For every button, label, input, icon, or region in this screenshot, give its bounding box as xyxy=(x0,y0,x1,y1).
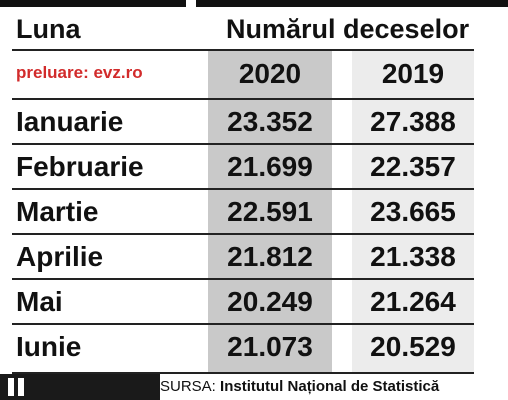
footer-strip-mark xyxy=(8,378,14,396)
column-2019-background xyxy=(352,50,474,372)
value-2019-februarie: 22.357 xyxy=(370,151,456,182)
month-label-ianuarie: Ianuarie xyxy=(16,106,124,137)
divider-line xyxy=(12,49,474,51)
column-2020-background xyxy=(208,50,332,372)
divider-line xyxy=(12,143,474,145)
month-label-februarie: Februarie xyxy=(16,151,144,182)
top-bar xyxy=(0,0,508,7)
source-organization: Institutul Național de Statistică xyxy=(220,378,440,395)
divider-line xyxy=(12,98,474,100)
divider-line xyxy=(12,372,474,374)
month-label-iunie: Iunie xyxy=(16,331,82,362)
value-2019-mai: 21.264 xyxy=(370,286,456,317)
month-label-mai: Mai xyxy=(16,286,63,317)
footer-dark-strip xyxy=(0,374,160,400)
source-line: SURSA: Institutul Național de Statistică xyxy=(160,378,439,395)
value-2020-ianuarie: 23.352 xyxy=(227,106,313,137)
deaths-column-header: Numărul deceselor xyxy=(226,14,470,44)
divider-line xyxy=(12,323,474,325)
value-2020-mai: 20.249 xyxy=(227,286,313,317)
source-credit: preluare: evz.ro xyxy=(16,63,143,82)
month-column-header: Luna xyxy=(16,14,81,44)
footer-strip-mark xyxy=(18,378,24,396)
value-2020-martie: 22.591 xyxy=(227,196,313,227)
value-2019-martie: 23.665 xyxy=(370,196,456,227)
month-label-aprilie: Aprilie xyxy=(16,241,104,272)
value-2020-februarie: 21.699 xyxy=(227,151,313,182)
top-bar-notch xyxy=(186,0,196,7)
year-header-2020: 2020 xyxy=(238,58,302,89)
divider-line xyxy=(12,278,474,280)
source-label: SURSA: xyxy=(160,378,216,395)
divider-line xyxy=(12,233,474,235)
year-header-2019: 2019 xyxy=(381,58,445,89)
divider-line xyxy=(12,188,474,190)
value-2019-ianuarie: 27.388 xyxy=(370,106,456,137)
value-2020-aprilie: 21.812 xyxy=(227,241,313,272)
value-2019-iunie: 20.529 xyxy=(370,331,456,362)
month-label-martie: Martie xyxy=(16,196,99,227)
value-2020-iunie: 21.073 xyxy=(227,331,313,362)
value-2019-aprilie: 21.338 xyxy=(370,241,456,272)
